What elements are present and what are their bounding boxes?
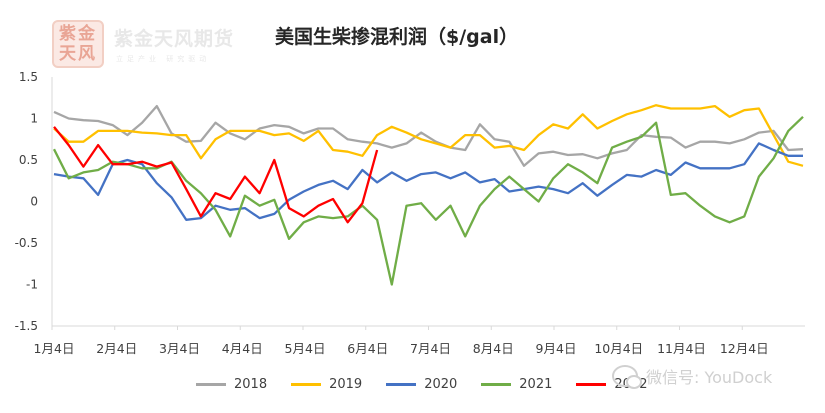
x-tick-label: 9月4日 — [536, 341, 577, 356]
x-tick-label: 4月4日 — [222, 341, 263, 356]
legend-swatch — [386, 382, 417, 386]
chart-legend: 2018 2019 2020 2021 2022 — [196, 374, 671, 394]
x-tick-label: 10月4日 — [594, 341, 643, 356]
x-tick-label: 1月4日 — [34, 341, 75, 356]
y-tick-label: -1.5 — [15, 319, 38, 333]
x-tick-label: 3月4日 — [159, 341, 200, 356]
chart-title: 美国生柴掺混利润（$/gal） — [275, 26, 519, 48]
y-tick-label: 0.5 — [19, 153, 38, 167]
logo-seal: 紫金天风 — [52, 20, 104, 68]
watermark-text: 微信号: YouDock — [646, 368, 773, 387]
legend-swatch — [291, 382, 322, 386]
y-tick-label: 0 — [30, 195, 38, 209]
x-tick-label: 2月4日 — [96, 341, 137, 356]
series-line-2022 — [53, 126, 379, 224]
x-tick-label: 8月4日 — [473, 341, 514, 356]
logo-seal-glyph: 金 — [78, 24, 97, 44]
legend-item-2018: 2018 — [196, 377, 267, 392]
wechat-watermark: 微信号: YouDock — [612, 364, 773, 389]
legend-swatch — [481, 382, 512, 386]
logo-name: 紫金天风期货 — [114, 28, 235, 50]
x-tick-label: 6月4日 — [347, 341, 388, 356]
series-line-2018 — [53, 104, 804, 167]
y-tick-label: 1.5 — [19, 70, 38, 84]
x-tick-label: 12月4日 — [720, 341, 769, 356]
logo-tagline: 立足产业 研究驱动 — [116, 55, 211, 63]
legend-item-2020: 2020 — [386, 377, 457, 392]
legend-label: 2020 — [424, 376, 458, 392]
y-tick-label: -0.5 — [15, 236, 38, 250]
logo-seal-glyph: 紫 — [59, 24, 78, 44]
y-tick-label: 1 — [30, 112, 38, 126]
x-tick-label: 7月4日 — [410, 341, 451, 356]
series-line-2020 — [53, 142, 803, 221]
wechat-icon — [612, 365, 642, 389]
legend-item-2019: 2019 — [291, 377, 362, 392]
legend-label: 2021 — [519, 376, 553, 392]
legend-swatch — [576, 382, 607, 386]
legend-label: 2019 — [329, 376, 363, 392]
series-line-2019 — [53, 104, 804, 167]
company-logo: 紫金天风 紫金天风期货 立足产业 研究驱动 — [52, 20, 242, 70]
x-tick-label: 11月4日 — [657, 341, 706, 356]
logo-seal-glyph: 风 — [78, 44, 97, 64]
y-tick-label: -1 — [26, 278, 38, 292]
logo-seal-glyph: 天 — [59, 44, 78, 64]
x-tick-label: 5月4日 — [285, 341, 326, 356]
legend-label: 2018 — [234, 376, 268, 392]
legend-item-2021: 2021 — [481, 377, 552, 392]
series-line-2021 — [52, 115, 804, 286]
legend-swatch — [196, 382, 226, 386]
